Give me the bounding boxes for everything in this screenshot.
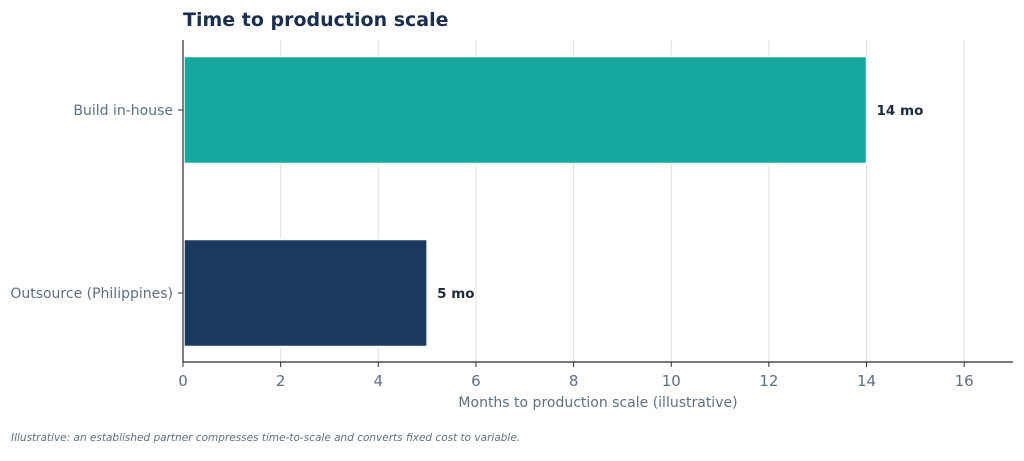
data-label-0: 14 mo [877,103,924,119]
x-tick-label-14: 14 [857,372,876,390]
bars [183,55,868,348]
labels: 0 2 4 6 8 10 12 14 16 Build in-house 14 mo Outsourc… [10,103,973,390]
x-tick-label-0: 0 [178,372,188,390]
bar-build-in-house [183,55,868,165]
x-tick-label-4: 4 [374,372,384,390]
x-tick-label-8: 8 [569,372,579,390]
axes [178,40,1013,367]
x-tick-label-16: 16 [955,372,974,390]
chart-title: Time to production scale [183,9,449,31]
category-label-0: Build in-house [73,103,173,119]
data-label-1: 5 mo [437,286,474,302]
x-tick-label-12: 12 [759,372,778,390]
bar-outsource-philippines [183,238,428,348]
category-label-1: Outsource (Philippines) [10,286,173,302]
x-tick-label-10: 10 [662,372,681,390]
x-tick-label-6: 6 [471,372,481,390]
footnote: Illustrative: an established partner com… [11,432,521,444]
x-axis-label: Months to production scale (illustrative… [458,395,737,411]
x-tick-label-2: 2 [276,372,286,390]
